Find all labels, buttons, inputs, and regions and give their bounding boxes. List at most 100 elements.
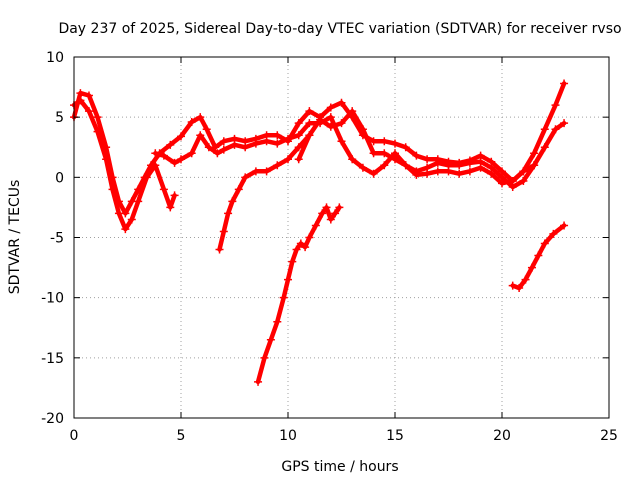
- series-layer: [70, 79, 569, 386]
- data-point-marker: [76, 89, 85, 98]
- data-point-marker: [369, 149, 378, 158]
- data-point-marker: [534, 251, 543, 260]
- data-point-marker: [358, 163, 367, 172]
- data-point-marker: [530, 161, 539, 170]
- data-point-marker: [196, 113, 205, 122]
- data-point-marker: [76, 96, 85, 105]
- x-tick-label: 25: [600, 428, 618, 444]
- data-point-marker: [560, 221, 569, 230]
- data-point-marker: [260, 353, 269, 362]
- data-point-marker: [93, 127, 102, 136]
- series-line-sat-g: [510, 223, 567, 291]
- data-point-marker: [121, 225, 130, 234]
- x-tick-label: 20: [493, 428, 511, 444]
- y-axis-label: SDTVAR / TECUs: [7, 180, 23, 295]
- data-point-marker: [254, 377, 263, 386]
- data-point-marker: [292, 245, 301, 254]
- data-point-marker: [305, 119, 314, 128]
- data-point-marker: [151, 161, 160, 170]
- data-point-marker: [284, 134, 292, 143]
- data-point-marker: [84, 107, 93, 116]
- data-point-marker: [230, 140, 239, 149]
- data-point-marker: [444, 167, 453, 176]
- data-point-marker: [159, 151, 168, 160]
- data-point-marker: [134, 197, 143, 206]
- data-point-marker: [219, 227, 228, 236]
- data-point-marker: [177, 132, 185, 141]
- series-line-sat-f: [255, 205, 342, 385]
- data-point-marker: [219, 145, 228, 154]
- data-point-marker: [170, 191, 179, 200]
- data-point-marker: [391, 139, 399, 148]
- data-point-marker: [515, 284, 524, 293]
- data-point-marker: [294, 143, 303, 152]
- data-point-marker: [202, 125, 211, 134]
- data-point-marker: [369, 137, 378, 146]
- data-point-marker: [273, 161, 282, 170]
- data-point-marker: [262, 137, 271, 146]
- data-point-marker: [294, 155, 303, 164]
- data-point-marker: [196, 131, 205, 140]
- data-point-marker: [380, 161, 389, 170]
- data-point-marker: [305, 107, 314, 116]
- data-point-marker: [318, 209, 327, 218]
- data-point-marker: [273, 317, 282, 326]
- data-point-marker: [465, 167, 474, 176]
- data-point-marker: [311, 221, 320, 230]
- data-point-marker: [326, 215, 335, 224]
- data-point-marker: [234, 185, 243, 194]
- data-point-marker: [337, 137, 346, 146]
- data-point-marker: [380, 137, 389, 146]
- data-point-marker: [498, 179, 506, 188]
- y-tick-label: 5: [55, 110, 64, 126]
- data-point-marker: [358, 125, 367, 134]
- data-point-marker: [127, 215, 136, 224]
- series-markers-sat-f: [254, 203, 344, 386]
- y-tick-label: -20: [41, 411, 64, 427]
- data-point-marker: [369, 169, 378, 178]
- data-point-marker: [433, 158, 442, 167]
- data-point-marker: [465, 158, 474, 167]
- data-point-marker: [294, 131, 303, 140]
- data-point-marker: [166, 203, 175, 212]
- data-point-marker: [551, 101, 560, 110]
- data-point-marker: [433, 167, 442, 176]
- data-point-marker: [251, 167, 260, 176]
- data-point-marker: [337, 119, 346, 128]
- data-point-marker: [560, 119, 569, 128]
- y-tick-label: -15: [41, 351, 64, 367]
- data-point-marker: [391, 155, 399, 164]
- data-point-marker: [540, 143, 549, 152]
- data-point-marker: [251, 139, 260, 148]
- data-point-marker: [170, 158, 179, 167]
- data-point-marker: [151, 149, 160, 158]
- data-point-marker: [305, 131, 314, 140]
- data-point-marker: [401, 143, 410, 152]
- data-point-marker: [279, 293, 288, 302]
- y-tick-label: -10: [41, 291, 64, 307]
- chart-title: Day 237 of 2025, Sidereal Day-to-day VTE…: [58, 21, 621, 37]
- y-tick-label: -5: [50, 231, 64, 247]
- grid-layer: [74, 57, 609, 418]
- data-point-marker: [551, 125, 560, 134]
- data-point-marker: [519, 167, 528, 176]
- data-point-marker: [284, 275, 292, 284]
- series-line-sat-a: [71, 81, 567, 216]
- data-point-marker: [412, 151, 421, 160]
- y-tick-label: 10: [46, 50, 64, 66]
- data-point-marker: [380, 149, 389, 158]
- data-point-marker: [305, 233, 314, 242]
- x-tick-label: 0: [70, 428, 79, 444]
- data-point-marker: [316, 115, 325, 124]
- data-point-marker: [337, 98, 346, 107]
- series-markers-sat-g: [508, 221, 569, 293]
- data-point-marker: [401, 161, 410, 170]
- data-point-marker: [326, 113, 335, 122]
- y-tick-label: 0: [55, 170, 64, 186]
- data-point-marker: [219, 137, 228, 146]
- data-point-marker: [294, 119, 303, 128]
- tick-layer: 0 5 10 15 20 25 -20 -15 -10 -5 0 5 10: [41, 50, 618, 444]
- data-point-marker: [530, 149, 539, 158]
- data-point-marker: [241, 143, 250, 152]
